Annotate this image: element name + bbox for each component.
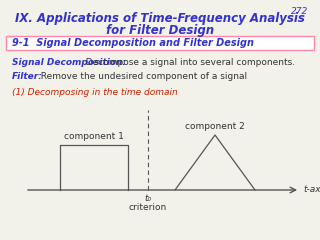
Text: Remove the undesired component of a signal: Remove the undesired component of a sign…: [35, 72, 247, 81]
Text: 9-1  Signal Decomposition and Filter Design: 9-1 Signal Decomposition and Filter Desi…: [12, 38, 254, 48]
Text: t-axis: t-axis: [303, 186, 320, 194]
FancyBboxPatch shape: [6, 36, 314, 50]
Text: for Filter Design: for Filter Design: [106, 24, 214, 37]
Text: IX. Applications of Time-Frequency Analysis: IX. Applications of Time-Frequency Analy…: [15, 12, 305, 25]
Text: component 2: component 2: [185, 122, 245, 131]
Text: Decompose a signal into several components.: Decompose a signal into several componen…: [80, 58, 295, 67]
Text: Signal Decomposition:: Signal Decomposition:: [12, 58, 126, 67]
Text: Filter:: Filter:: [12, 72, 43, 81]
Text: criterion: criterion: [129, 203, 167, 212]
Text: 272: 272: [291, 7, 308, 16]
Text: component 1: component 1: [64, 132, 124, 141]
Text: t₀: t₀: [144, 194, 152, 203]
Text: (1) Decomposing in the time domain: (1) Decomposing in the time domain: [12, 88, 178, 97]
